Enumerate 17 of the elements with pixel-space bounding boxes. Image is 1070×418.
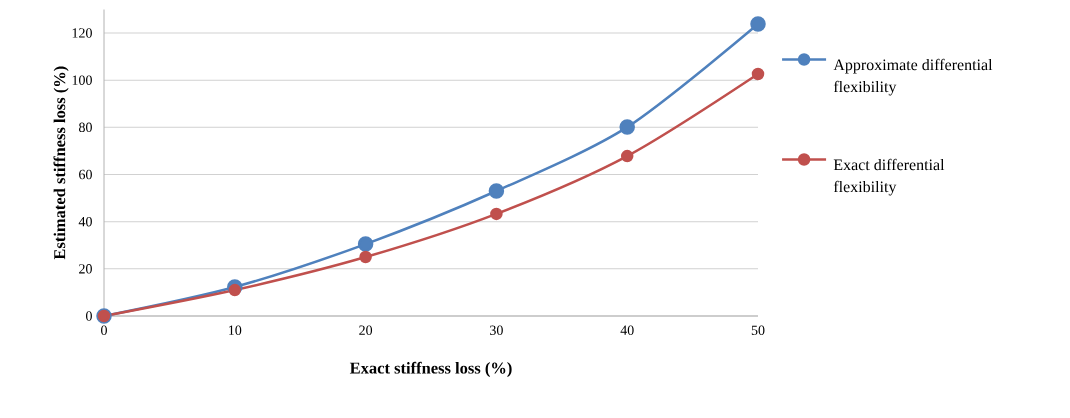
y-tick-label: 120	[72, 28, 92, 38]
x-tick-label: 40	[620, 325, 634, 335]
y-tick-label: 100	[72, 75, 92, 85]
x-axis-title: Exact stiffness loss (%)	[349, 361, 512, 377]
y-tick-label: 0	[86, 311, 92, 321]
y-tick-label: 20	[79, 264, 92, 274]
y-tick-label: 60	[79, 169, 92, 180]
x-tick-label: 50	[751, 325, 765, 335]
x-tick-label: 30	[490, 325, 503, 335]
x-tick-label: 10	[229, 325, 242, 335]
legend-label: Approximate differential flexibility	[833, 58, 993, 96]
y-tick-label: 40	[78, 216, 92, 227]
x-tick-label: 20	[359, 325, 373, 335]
y-axis-title: Estimated stiffness loss (%)	[53, 66, 69, 260]
y-tick-label: 80	[79, 122, 92, 133]
legend-label: Exact differential flexibility	[833, 158, 945, 196]
x-tick-label: 0	[101, 325, 107, 335]
